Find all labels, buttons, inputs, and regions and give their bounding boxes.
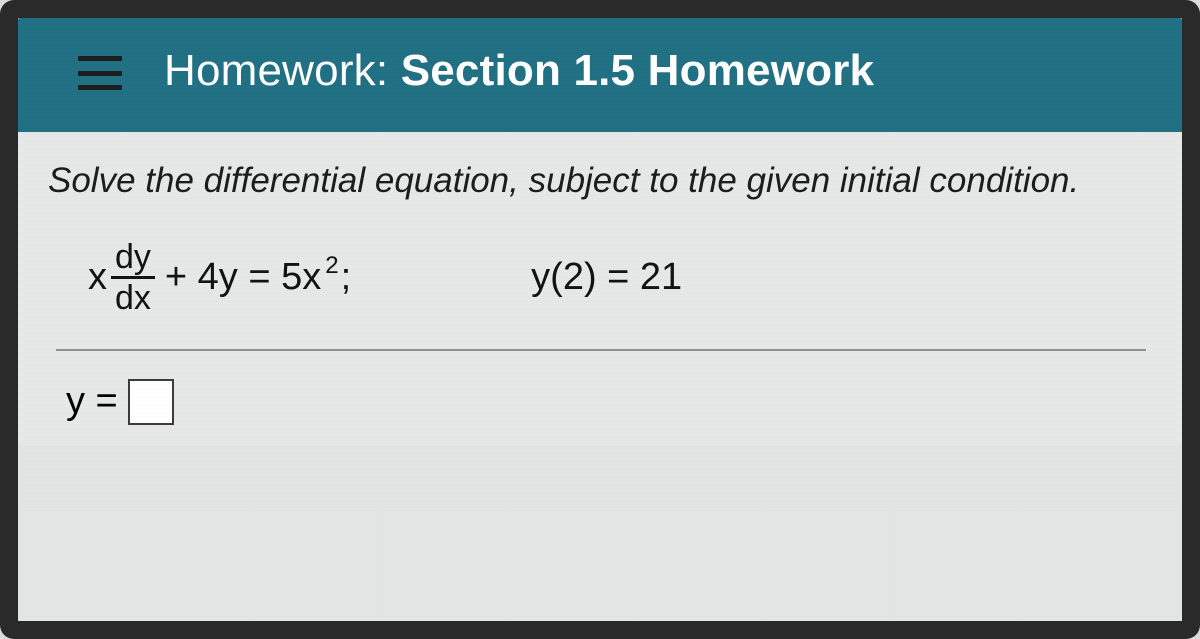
page-header: Homework: Section 1.5 Homework [18,18,1182,132]
answer-row: y = [48,379,1154,425]
fraction-dy-dx: dy dx [111,240,155,315]
fraction-numerator: dy [111,240,155,276]
fraction-denominator: dx [111,276,155,315]
initial-condition: y(2) = 21 [531,256,682,299]
differential-equation: x dy dx + 4y = 5x2; [88,240,351,315]
coefficient-x: x [88,256,107,299]
screen: Homework: Section 1.5 Homework Solve the… [18,18,1182,621]
answer-label: y = [66,380,118,423]
answer-input[interactable] [128,379,174,425]
problem-prompt: Solve the differential equation, subject… [48,158,1154,204]
equation-middle: + 4y = 5x [165,256,321,299]
title-prefix: Homework: [164,46,401,95]
page-title: Homework: Section 1.5 Homework [164,46,874,96]
equation-tail: ; [341,256,352,299]
title-main: Section 1.5 Homework [401,46,874,95]
problem-area: Solve the differential equation, subject… [18,132,1182,445]
equation-row: x dy dx + 4y = 5x2; y(2) = 21 [48,240,1154,315]
divider [56,349,1146,351]
exponent: 2 [325,252,338,279]
hamburger-menu-icon[interactable] [78,56,122,90]
